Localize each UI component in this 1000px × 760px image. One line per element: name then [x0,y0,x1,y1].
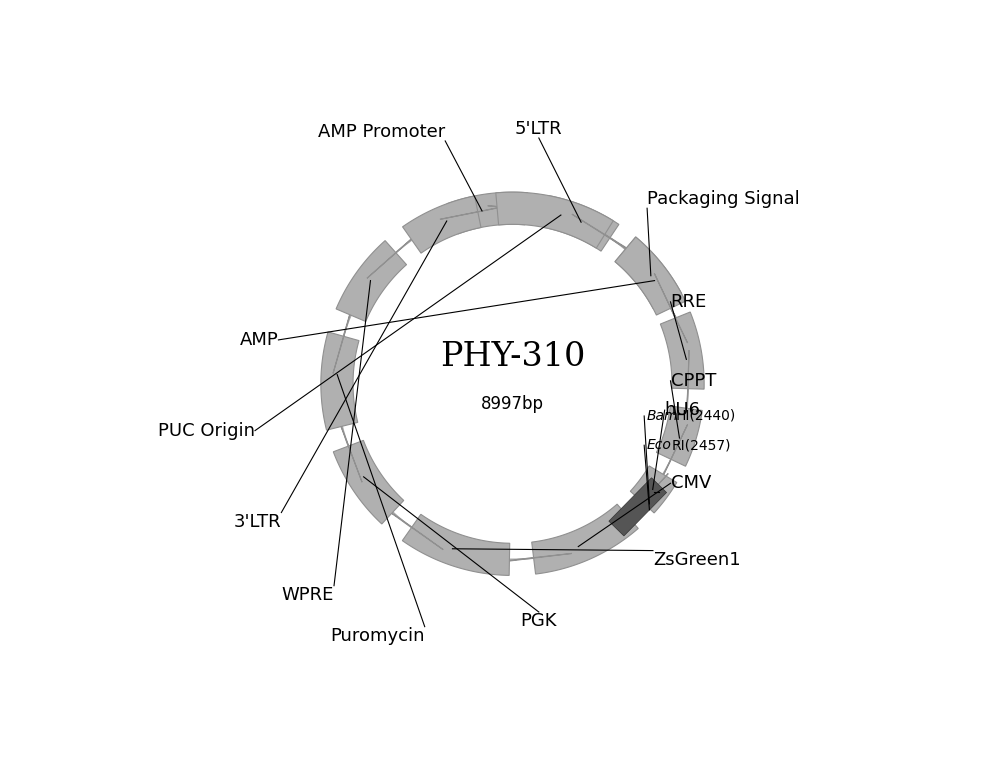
Text: Bam: Bam [647,409,679,423]
Text: CMV: CMV [671,474,711,492]
Polygon shape [496,192,613,248]
Text: WPRE: WPRE [282,586,334,603]
Polygon shape [380,505,443,549]
Polygon shape [321,332,359,430]
Text: Puromycin: Puromycin [330,627,425,644]
Text: 3'LTR: 3'LTR [234,512,281,530]
Text: 5'LTR: 5'LTR [515,120,563,138]
Polygon shape [440,204,516,220]
Polygon shape [335,410,362,482]
Polygon shape [660,312,704,389]
Text: PUC Origin: PUC Origin [158,422,255,439]
Text: ZsGreen1: ZsGreen1 [653,550,741,568]
Text: 8997bp: 8997bp [481,395,544,413]
Text: AMP Promoter: AMP Promoter [318,123,445,141]
Text: PHY-310: PHY-310 [440,341,585,373]
Polygon shape [336,241,407,321]
Text: hU6: hU6 [665,401,701,419]
Polygon shape [403,196,481,253]
Polygon shape [447,192,527,234]
Polygon shape [654,424,688,494]
Polygon shape [656,406,702,466]
Text: RI(2457): RI(2457) [672,439,731,452]
Text: Eco: Eco [647,439,672,452]
Polygon shape [609,478,667,536]
Polygon shape [333,299,354,373]
Polygon shape [616,473,668,530]
Text: RRE: RRE [671,293,707,311]
Polygon shape [615,237,681,309]
Polygon shape [572,214,638,255]
Polygon shape [615,237,685,315]
Polygon shape [543,195,619,251]
Text: HI(2440): HI(2440) [675,409,735,423]
Polygon shape [630,466,677,513]
Polygon shape [488,206,565,212]
Polygon shape [649,267,686,335]
Text: Packaging Signal: Packaging Signal [647,190,800,208]
Polygon shape [687,350,689,427]
Polygon shape [402,515,510,575]
Polygon shape [495,553,572,562]
Polygon shape [367,227,425,278]
Polygon shape [578,217,642,259]
Text: AMP: AMP [240,331,278,349]
Text: CPPT: CPPT [671,372,716,390]
Polygon shape [654,274,688,343]
Text: PGK: PGK [521,612,557,630]
Polygon shape [532,504,638,574]
Polygon shape [333,440,404,524]
